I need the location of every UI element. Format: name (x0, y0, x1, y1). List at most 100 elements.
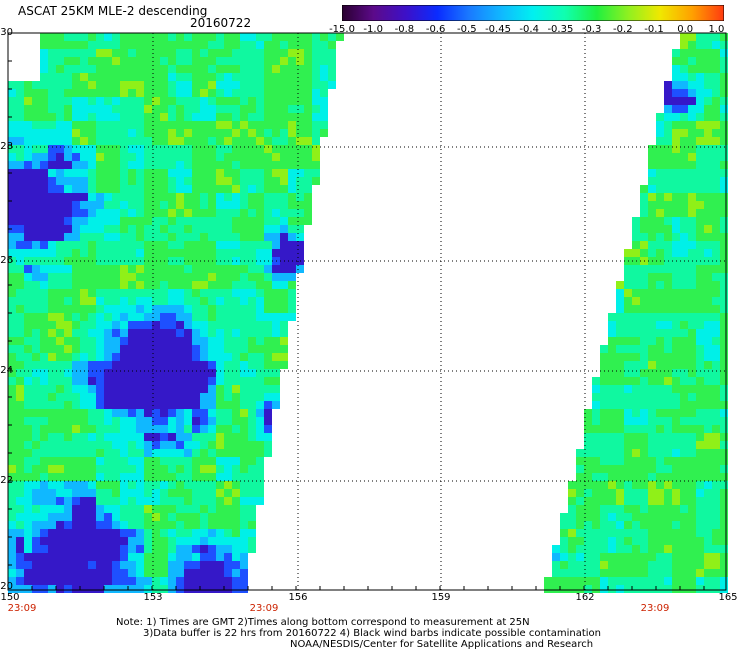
swath-cell (672, 345, 680, 353)
swath-cell (664, 569, 672, 577)
swath-cell (208, 441, 216, 449)
swath-cell (56, 137, 64, 145)
swath-cell (160, 65, 168, 73)
swath-cell (88, 73, 96, 81)
swath-cell (32, 529, 40, 537)
swath-cell (160, 105, 168, 113)
swath-cell (616, 297, 624, 305)
swath-cell (128, 161, 136, 169)
swath-cell (24, 209, 32, 217)
swath-cell (672, 105, 680, 113)
swath-cell (96, 425, 104, 433)
swath-cell (32, 585, 40, 593)
swath-cell (104, 521, 112, 529)
swath-cell (592, 441, 600, 449)
swath-cell (24, 217, 32, 225)
swath-cell (272, 369, 280, 377)
swath-cell (656, 169, 664, 177)
swath-cell (16, 137, 24, 145)
swath-cell (32, 489, 40, 497)
swath-cell (288, 145, 296, 153)
swath-cell (80, 409, 88, 417)
swath-cell (656, 521, 664, 529)
swath-cell (48, 49, 56, 57)
swath-cell (576, 561, 584, 569)
swath-cell (112, 369, 120, 377)
swath-cell (80, 137, 88, 145)
swath-cell (136, 129, 144, 137)
swath-cell (680, 569, 688, 577)
swath-cell (264, 89, 272, 97)
swath-cell (128, 521, 136, 529)
swath-cell (160, 41, 168, 49)
swath-cell (712, 289, 720, 297)
swath-cell (672, 553, 680, 561)
swath-cell (104, 425, 112, 433)
swath-cell (696, 529, 704, 537)
swath-cell (128, 265, 136, 273)
swath-cell (720, 65, 728, 73)
swath-cell (72, 41, 80, 49)
swath-cell (192, 57, 200, 65)
swath-cell (664, 265, 672, 273)
swath-cell (680, 457, 688, 465)
swath-cell (712, 105, 720, 113)
swath-cell (88, 57, 96, 65)
swath-cell (168, 353, 176, 361)
swath-cell (712, 329, 720, 337)
swath-cell (704, 185, 712, 193)
swath-cell (232, 441, 240, 449)
swath-cell (48, 449, 56, 457)
swath-cell (232, 57, 240, 65)
swath-cell (664, 129, 672, 137)
swath-cell (168, 89, 176, 97)
swath-cell (136, 41, 144, 49)
swath-cell (608, 513, 616, 521)
swath-cell (48, 353, 56, 361)
swath-cell (264, 385, 272, 393)
swath-cell (56, 129, 64, 137)
swath-cell (288, 177, 296, 185)
swath-cell (24, 585, 32, 593)
swath-cell (144, 361, 152, 369)
swath-cell (584, 473, 592, 481)
swath-cell (256, 473, 264, 481)
swath-cell (608, 553, 616, 561)
swath-cell (96, 161, 104, 169)
swath-cell (672, 137, 680, 145)
swath-cell (112, 225, 120, 233)
swath-cell (688, 57, 696, 65)
swath-cell (192, 441, 200, 449)
swath-cell (248, 233, 256, 241)
swath-cell (664, 185, 672, 193)
swath-cell (96, 369, 104, 377)
swath-cell (168, 297, 176, 305)
swath-cell (232, 529, 240, 537)
swath-cell (320, 97, 328, 105)
swath-cell (280, 289, 288, 297)
swath-cell (192, 41, 200, 49)
swath-cell (192, 473, 200, 481)
swath-cell (584, 545, 592, 553)
swath-cell (224, 185, 232, 193)
swath-cell (648, 345, 656, 353)
swath-cell (168, 161, 176, 169)
swath-cell (696, 569, 704, 577)
swath-cell (48, 105, 56, 113)
swath-cell (168, 105, 176, 113)
swath-cell (96, 153, 104, 161)
swath-cell (24, 369, 32, 377)
swath-cell (632, 265, 640, 273)
swath-cell (672, 401, 680, 409)
swath-cell (208, 433, 216, 441)
swath-cell (232, 433, 240, 441)
swath-cell (264, 313, 272, 321)
swath-cell (224, 81, 232, 89)
swath-cell (656, 265, 664, 273)
swath-cell (328, 65, 336, 73)
swath-cell (184, 289, 192, 297)
swath-cell (304, 33, 312, 41)
swath-cell (672, 369, 680, 377)
swath-cell (576, 537, 584, 545)
swath-cell (664, 241, 672, 249)
